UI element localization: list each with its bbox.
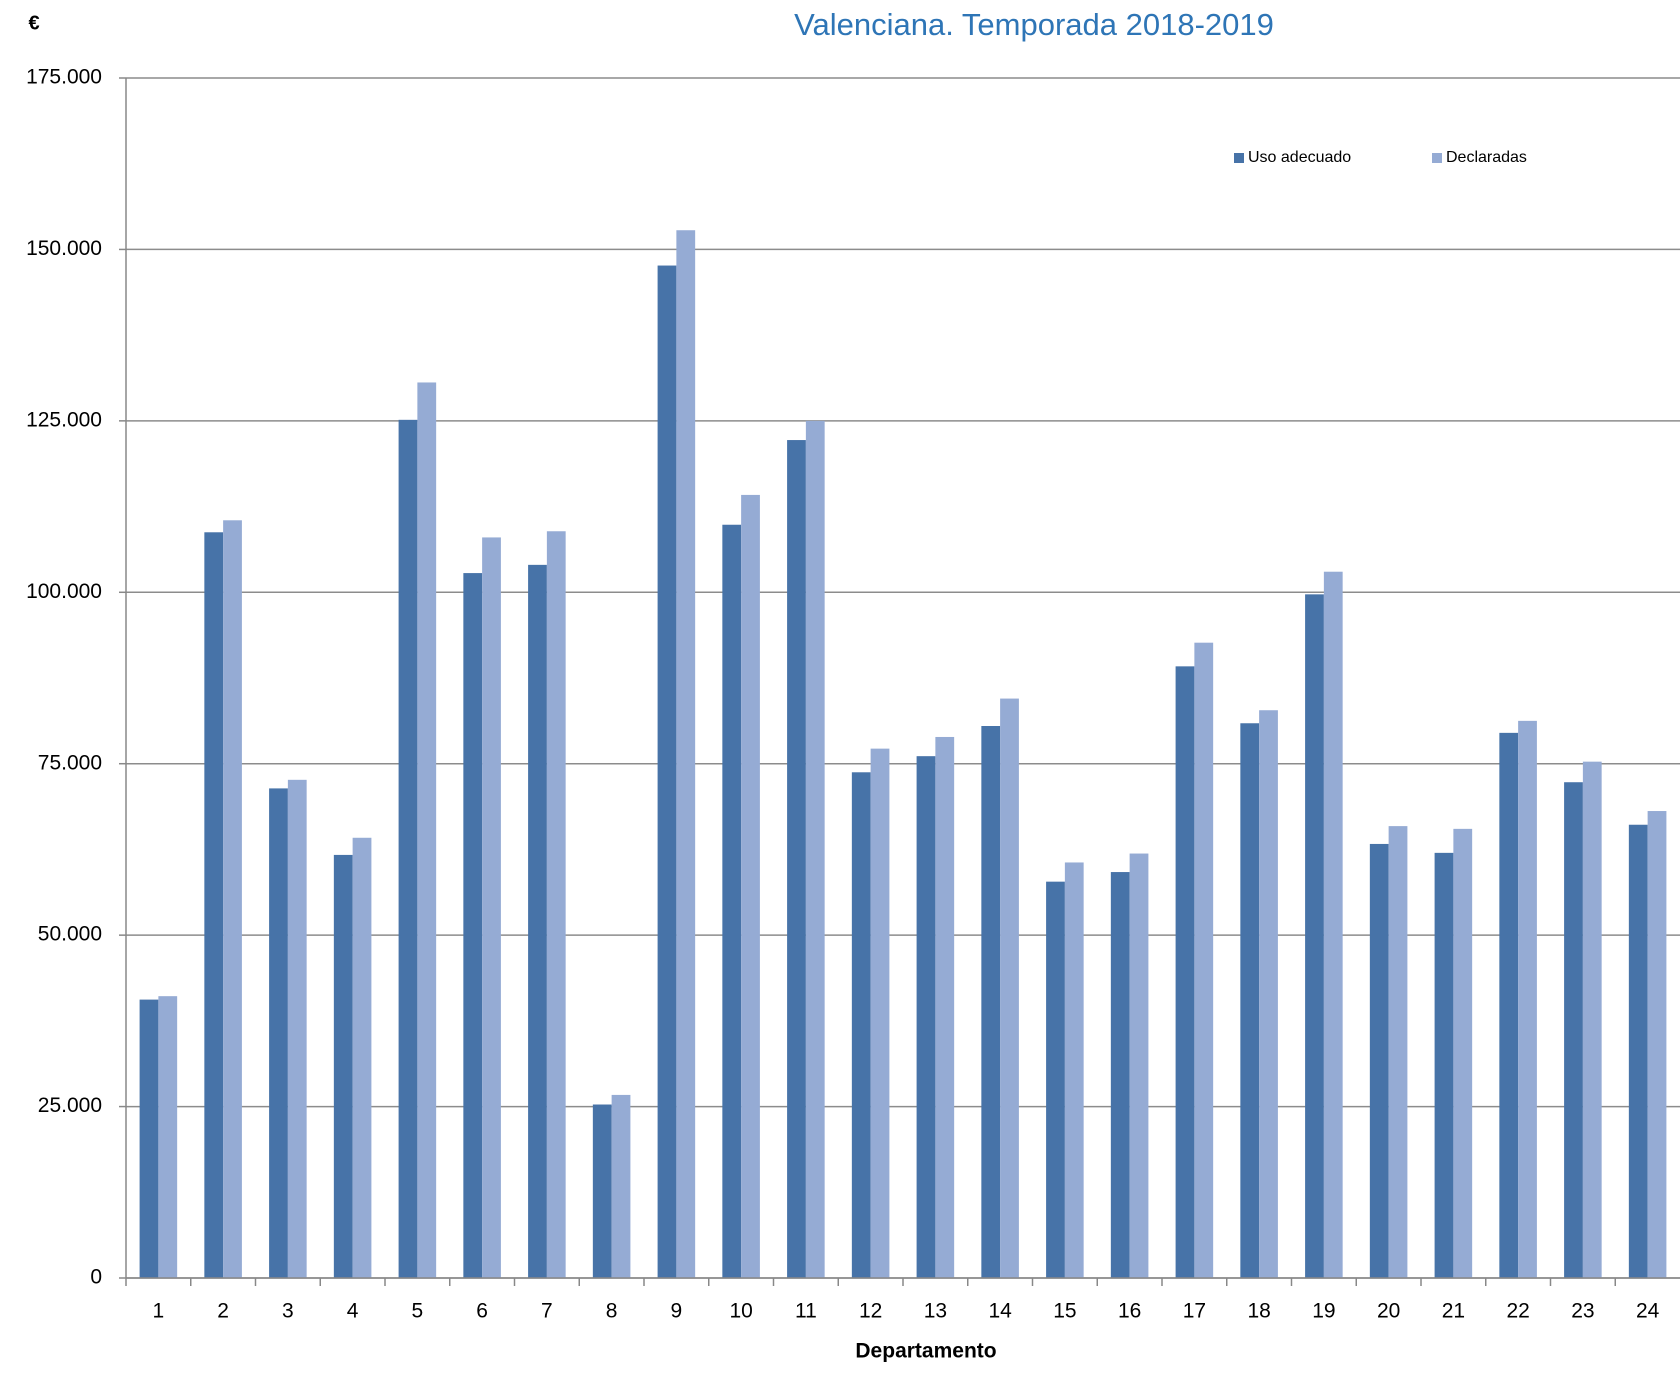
bar [657,265,677,1278]
bar [851,772,871,1278]
bar [352,837,372,1278]
bar [1240,723,1260,1278]
legend-label: Declaradas [1446,149,1527,166]
bar [1564,782,1583,1278]
bar [722,524,742,1278]
x-tick-label: 3 [282,1300,294,1323]
x-tick-label: 14 [988,1300,1012,1323]
bar [417,382,437,1278]
bar [676,230,696,1279]
bar [805,420,825,1278]
x-tick-label: 7 [541,1300,553,1323]
x-tick-label: 17 [1183,1300,1206,1323]
bar [1323,571,1343,1278]
bar [1388,826,1408,1278]
x-tick-label: 24 [1636,1300,1660,1323]
x-tick-label: 1 [153,1300,165,1323]
legend-swatch [1432,153,1442,163]
x-tick-label: 22 [1506,1300,1529,1323]
bar [1259,710,1278,1278]
bar [1129,853,1149,1278]
bar [1453,828,1473,1278]
legend-label: Uso adecuado [1248,149,1351,166]
bar [981,726,1001,1278]
bar [269,788,288,1278]
y-tick-label: 125.000 [26,408,102,431]
x-tick-label: 11 [795,1300,817,1323]
bar [611,1094,631,1278]
x-tick-label: 16 [1118,1300,1141,1323]
chart-title: Valenciana. Temporada 2018-2019 [794,7,1274,42]
bar [463,573,483,1278]
bar [1582,761,1602,1278]
x-tick-label: 21 [1442,1300,1465,1323]
bar [1369,843,1389,1278]
x-tick-label: 10 [729,1300,752,1323]
bar [935,736,955,1278]
x-tick-label: 6 [476,1300,488,1323]
x-tick-label: 5 [412,1300,424,1323]
bar [592,1104,612,1278]
bar [139,999,159,1278]
bar [1064,862,1084,1278]
bar [1647,811,1667,1278]
x-tick-label: 4 [347,1300,359,1323]
bar [1518,720,1537,1278]
bar [741,494,760,1278]
bar [1110,872,1130,1278]
x-tick-label: 9 [671,1300,683,1323]
x-tick-label: 13 [924,1300,947,1323]
bar [204,532,224,1278]
legend-swatch [1234,153,1244,163]
bar [1305,594,1324,1278]
bar [870,748,890,1278]
x-tick-label: 18 [1247,1300,1270,1323]
bar [482,537,501,1278]
bar [1194,642,1214,1278]
y-tick-label: 100.000 [26,580,102,603]
bar [1628,824,1648,1278]
x-tick-label: 12 [859,1300,882,1323]
x-axis-label: Departamento [855,1340,996,1363]
bar [1175,666,1195,1278]
x-tick-label: 23 [1571,1300,1594,1323]
y-tick-label: 175.000 [26,66,102,89]
y-axis-label: € [28,12,39,34]
bar [333,854,353,1278]
bar [158,996,178,1278]
bar [787,440,806,1278]
y-tick-label: 75.000 [38,751,102,774]
bar [546,531,566,1278]
bar [528,564,547,1278]
x-tick-label: 15 [1053,1300,1076,1323]
y-tick-label: 150.000 [26,237,102,260]
bar [398,419,418,1278]
x-tick-label: 20 [1377,1300,1400,1323]
y-tick-label: 50.000 [38,923,102,946]
y-tick-label: 0 [90,1266,102,1289]
x-tick-label: 2 [217,1300,229,1323]
x-tick-label: 19 [1312,1300,1335,1323]
bar [916,756,936,1278]
bar [1046,881,1065,1278]
bar [223,520,242,1278]
bar [287,779,307,1278]
y-tick-label: 25.000 [38,1094,102,1117]
bar [1000,698,1019,1278]
bar [1434,852,1454,1278]
x-tick-label: 8 [606,1300,618,1323]
bar [1499,732,1519,1278]
